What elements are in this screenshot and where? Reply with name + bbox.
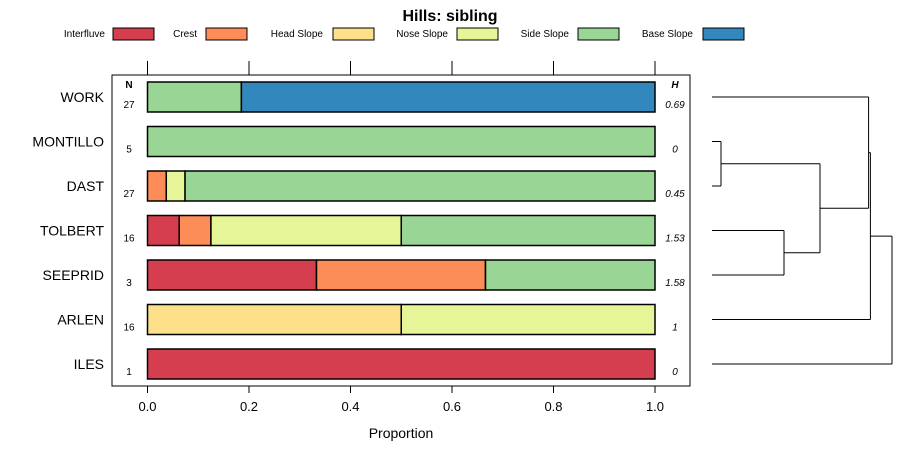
bar-segment-side-slope: [400, 214, 656, 247]
x-tick-label: 0.6: [443, 399, 461, 414]
bar-segment-side-slope: [146, 81, 243, 113]
row-label: MONTILLO: [32, 134, 104, 150]
bar-segment-head-slope: [146, 303, 402, 336]
legend-swatch: [456, 27, 499, 41]
legend-swatch: [702, 27, 745, 41]
bar-segment-base-slope: [240, 81, 656, 113]
bar-row: ILES 1 0: [74, 348, 678, 380]
n-value: 1: [126, 367, 132, 378]
legend-label: Side Slope: [521, 29, 570, 40]
h-value: 0.69: [665, 100, 685, 111]
rows: WORK 27 0.69 MONTILLO 5 0 DAST 27 0.45 TOLBERT 16 1…: [32, 81, 685, 380]
dendrogram: [712, 96, 893, 365]
bar-segment-side-slope: [484, 259, 656, 291]
n-value: 16: [123, 234, 135, 245]
h-value: 1.58: [665, 278, 685, 289]
x-tick-label: 0.0: [138, 399, 156, 414]
n-value: 16: [123, 323, 135, 334]
legend-swatch: [577, 27, 620, 41]
bar-segment-side-slope: [184, 170, 656, 202]
bar-segment-nose-slope: [165, 170, 186, 202]
bar-row: TOLBERT 16 1.53: [40, 214, 685, 247]
legend: Interfluve Crest Head Slope Nose Slope Side …: [64, 27, 745, 41]
legend-swatch: [112, 27, 155, 41]
legend-swatch: [205, 27, 248, 41]
n-value: 5: [126, 145, 132, 156]
bar-segment-side-slope: [146, 125, 656, 158]
top-ticks: [147, 61, 656, 75]
row-label: ILES: [74, 356, 104, 372]
bar-segment-crest: [315, 259, 487, 291]
bar-segment-interfluve: [146, 259, 318, 291]
x-tick-label: 0.4: [341, 399, 359, 414]
n-header: N: [125, 80, 132, 91]
bar-row: MONTILLO 5 0: [32, 125, 678, 158]
n-value: 27: [123, 189, 135, 200]
x-axis-label: Proportion: [369, 425, 434, 441]
legend-label: Nose Slope: [396, 29, 448, 40]
legend-label: Interfluve: [64, 29, 106, 40]
h-value: 0: [672, 145, 678, 156]
row-label: WORK: [60, 89, 104, 105]
h-header: H: [671, 80, 679, 91]
bar-row: SEEPRID 3 1.58: [43, 259, 685, 291]
h-value: 1: [672, 323, 678, 334]
h-value: 0: [672, 367, 678, 378]
bar-row: WORK 27 0.69: [60, 81, 685, 113]
x-tick-label: 1.0: [646, 399, 664, 414]
legend-swatch: [332, 27, 375, 41]
row-label: SEEPRID: [43, 267, 104, 283]
bar-segment-crest: [146, 170, 168, 202]
legend-label: Head Slope: [271, 29, 324, 40]
row-label: TOLBERT: [40, 223, 105, 239]
x-tick-label: 0.8: [544, 399, 562, 414]
legend-label: Crest: [173, 29, 197, 40]
bar-segment-crest: [178, 214, 212, 247]
bar-segment-interfluve: [146, 214, 180, 247]
bar-segment-nose-slope: [400, 303, 656, 336]
plot-frame: [111, 74, 691, 387]
n-value: 3: [126, 278, 132, 289]
h-value: 1.53: [665, 234, 685, 245]
bar-segment-interfluve: [146, 348, 656, 380]
x-tick-label: 0.2: [240, 399, 258, 414]
n-value: 27: [123, 100, 135, 111]
legend-label: Base Slope: [642, 29, 694, 40]
h-value: 0.45: [665, 189, 685, 200]
bar-row: DAST 27 0.45: [67, 170, 685, 202]
bar-row: ARLEN 16 1: [57, 303, 678, 336]
row-label: ARLEN: [57, 312, 104, 328]
row-label: DAST: [67, 178, 105, 194]
chart-title: Hills: sibling: [402, 8, 497, 25]
x-axis: 0.0 0.2 0.4 0.6 0.8 1.0: [138, 386, 664, 414]
bar-segment-nose-slope: [210, 214, 402, 247]
